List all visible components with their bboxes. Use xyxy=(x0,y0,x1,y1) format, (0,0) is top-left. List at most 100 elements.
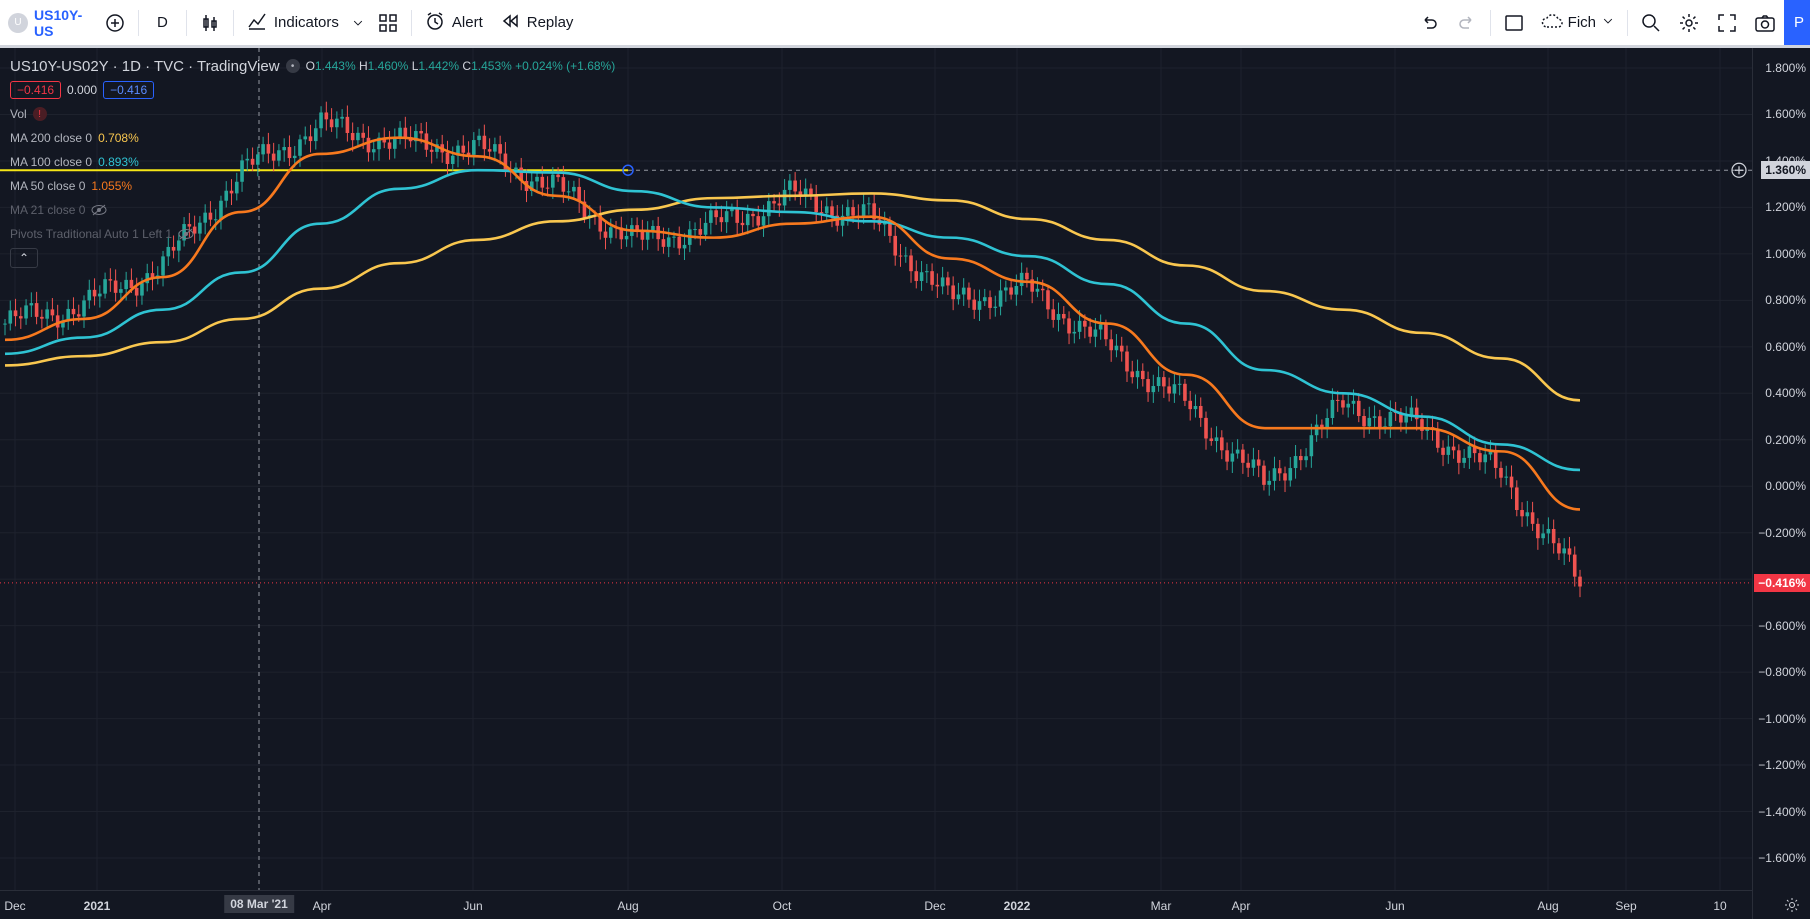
chart-settings-corner[interactable] xyxy=(1752,890,1810,919)
candle-down xyxy=(134,288,139,296)
toolbar-divider xyxy=(1627,9,1628,36)
candle-down xyxy=(972,299,977,310)
candle-up xyxy=(940,277,945,287)
indicator-ma200[interactable]: MA 200 close 0 0.708% xyxy=(10,126,615,150)
templates-icon[interactable] xyxy=(369,5,407,41)
candle-down xyxy=(1162,377,1166,387)
search-icon[interactable] xyxy=(1632,5,1670,41)
candle-up xyxy=(1562,548,1566,554)
add-alert-plus-icon xyxy=(1731,162,1747,178)
indicator-ma50[interactable]: MA 50 close 0 1.055% xyxy=(10,174,615,198)
buy-price-box[interactable]: −0.416 xyxy=(103,81,155,99)
publish-button[interactable]: P xyxy=(1784,0,1810,45)
replay-label: Replay xyxy=(526,14,574,31)
candle-down xyxy=(1514,487,1519,511)
candle-up xyxy=(340,116,344,119)
candle-down xyxy=(1046,290,1050,310)
candle-up xyxy=(398,127,402,137)
candle-up xyxy=(224,190,229,201)
interval-button[interactable]: D xyxy=(157,14,168,31)
candle-up xyxy=(982,297,987,302)
candle-down xyxy=(835,215,840,226)
candle-down xyxy=(1536,523,1540,539)
sell-price-box[interactable]: −0.416 xyxy=(10,81,62,99)
fullscreen-icon[interactable] xyxy=(1708,5,1746,41)
plus-icon xyxy=(1735,166,1743,175)
alert-button[interactable]: Alert xyxy=(416,5,491,41)
candle-up xyxy=(166,246,171,257)
hidden-eye-icon[interactable] xyxy=(178,228,194,240)
warning-icon[interactable]: ! xyxy=(32,107,47,121)
candle-down xyxy=(1198,406,1203,418)
candle-up xyxy=(282,147,286,151)
layout-label: Fich xyxy=(1567,14,1596,31)
change-value: +0.024% (+1.68%) xyxy=(515,59,616,73)
indicator-ma21[interactable]: MA 21 close 0 xyxy=(10,198,615,222)
indicators-label: Indicators xyxy=(273,14,339,31)
candle-up xyxy=(782,189,787,206)
candle-down xyxy=(719,217,724,223)
layout-button[interactable]: Fich xyxy=(1533,5,1623,41)
candle-down xyxy=(1420,419,1424,431)
candle-up xyxy=(1314,424,1319,436)
candle-up xyxy=(1488,451,1493,455)
price-chart[interactable] xyxy=(0,48,1752,890)
candle-down xyxy=(735,208,739,223)
candle-down xyxy=(946,277,950,286)
ma50-line xyxy=(4,136,1581,511)
alert-icon xyxy=(424,10,446,36)
hidden-eye-icon[interactable] xyxy=(91,204,107,216)
candle-down xyxy=(898,255,903,257)
candle-up xyxy=(1019,272,1024,287)
indicator-vol[interactable]: Vol ! xyxy=(10,102,615,126)
candle-up xyxy=(693,229,697,231)
series-title[interactable]: US10Y-US02Y · 1D · TVC · TradingView xyxy=(10,57,280,75)
close-value: 1.453% xyxy=(471,59,512,73)
camera-icon[interactable] xyxy=(1746,5,1784,41)
candle-down xyxy=(1356,400,1361,416)
candle-up xyxy=(645,231,650,240)
candle-up xyxy=(1093,329,1098,337)
chart-pane[interactable]: US10Y-US02Y · 1D · TVC · TradingView • O… xyxy=(0,48,1810,919)
price-tick-label: −0.600% xyxy=(1758,618,1806,633)
candle-down xyxy=(914,271,919,282)
price-tick-label: −1.400% xyxy=(1758,804,1806,819)
chevron-down-icon[interactable] xyxy=(347,5,369,41)
candle-down xyxy=(387,142,392,149)
time-scale[interactable]: Dec 2021 Apr Jun Aug Oct Dec 2022 Mar Apr Jun Aug Se… xyxy=(0,890,1752,919)
candle-down xyxy=(287,147,292,159)
symbol-search[interactable]: U US10Y-US xyxy=(0,7,96,39)
candle-up xyxy=(977,301,982,310)
price-scale[interactable]: 1.800%1.600%1.400%1.200%1.000%0.800%0.60… xyxy=(1752,48,1810,919)
more-menu-icon[interactable]: • xyxy=(285,59,300,73)
candle-up xyxy=(82,300,86,317)
add-symbol-icon[interactable] xyxy=(96,5,134,41)
candle-down xyxy=(361,132,365,138)
candle-up xyxy=(477,135,481,141)
indicators-button[interactable]: Indicators xyxy=(238,5,347,41)
gear-icon[interactable] xyxy=(1670,5,1708,41)
low-value: 1.442% xyxy=(418,59,460,73)
candle-up xyxy=(472,140,476,155)
replay-button[interactable]: Replay xyxy=(491,5,582,41)
rectangle-icon[interactable] xyxy=(1495,5,1533,41)
plot-area[interactable]: US10Y-US02Y · 1D · TVC · TradingView • O… xyxy=(0,48,1752,919)
indicator-pivots[interactable]: Pivots Traditional Auto 1 Left 1 xyxy=(10,222,615,246)
candle-down xyxy=(1262,465,1266,485)
candle-up xyxy=(98,293,102,297)
symbol-name[interactable]: US10Y-US xyxy=(34,6,83,39)
ma100-line xyxy=(4,168,1581,472)
redo-icon[interactable] xyxy=(1448,5,1486,41)
candles-icon[interactable] xyxy=(191,5,229,41)
indicator-ma100[interactable]: MA 100 close 0 0.893% xyxy=(10,150,615,174)
candle-down xyxy=(561,177,566,192)
gear-icon[interactable] xyxy=(1784,897,1800,913)
candle-up xyxy=(529,181,534,192)
collapse-legend-button[interactable]: ⌃ xyxy=(10,248,38,268)
candle-down xyxy=(1520,510,1524,517)
undo-icon[interactable] xyxy=(1410,5,1448,41)
price-tick-label: 1.600% xyxy=(1765,107,1806,122)
candle-up xyxy=(1172,384,1177,394)
candle-down xyxy=(308,136,313,142)
candle-up xyxy=(8,310,13,324)
